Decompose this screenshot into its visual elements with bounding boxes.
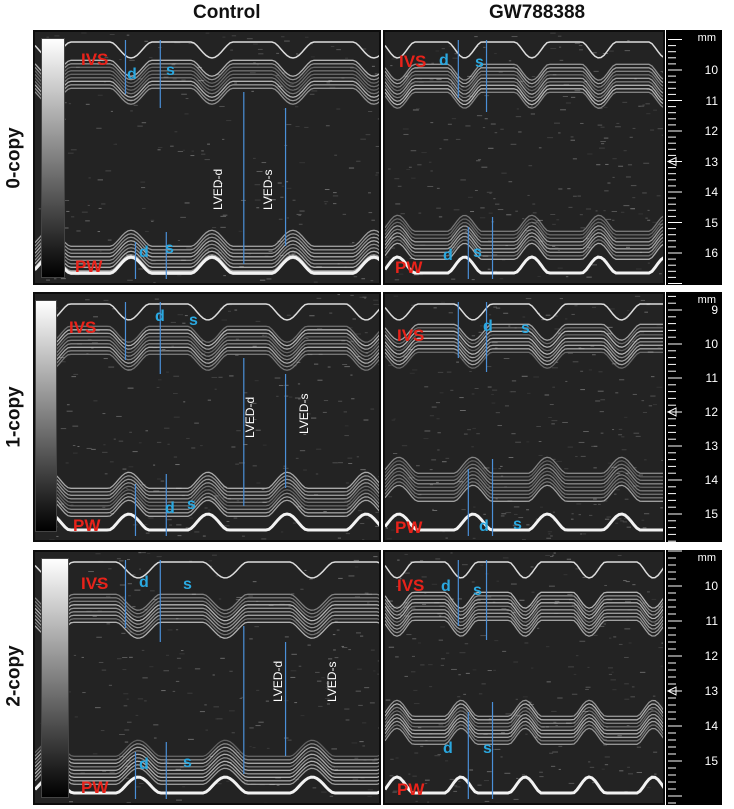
scale-tick-label: 14 xyxy=(704,719,718,733)
systole-label: s xyxy=(189,312,198,329)
scale-tick-label: 12 xyxy=(704,649,718,663)
row-label-0-copy: 0-copy xyxy=(0,30,30,285)
pw-label: PW xyxy=(81,778,109,797)
scale-unit: mm xyxy=(697,552,716,564)
scale-tick-label: 12 xyxy=(704,405,718,419)
depth-scale: mm 10 11 12 13 14 15 xyxy=(666,550,722,805)
systole-label: s xyxy=(187,496,196,513)
diastole-label: d xyxy=(139,574,149,591)
diastole-label: d xyxy=(441,578,451,595)
ruler-ticks xyxy=(666,39,682,284)
mmode-trace xyxy=(35,552,379,803)
lved-d-label: LVED-d xyxy=(243,396,257,438)
ruler-ticks xyxy=(666,295,682,542)
mmode-trace xyxy=(385,552,663,803)
scale-tick-label: 10 xyxy=(704,63,718,77)
ivs-label: IVS xyxy=(397,576,425,595)
systole-label: s xyxy=(513,516,522,533)
row-label-text: 0-copy xyxy=(4,126,25,189)
lved-d-label: LVED-d xyxy=(271,660,285,702)
scale-tick-label: 11 xyxy=(705,371,718,385)
lved-s-label: LVED-s xyxy=(325,661,339,702)
scale-unit: mm xyxy=(697,294,716,306)
row-label-2-copy: 2-copy xyxy=(0,548,30,803)
diastole-label: d xyxy=(443,247,453,264)
row-label-text: 2-copy xyxy=(4,644,25,707)
diastole-label: d xyxy=(139,756,149,773)
mmode-panel-control-1: IVS PW d s d s LVED-d LVED-s xyxy=(33,292,381,542)
mmode-panel-treated-0: IVS PW d s d s xyxy=(383,30,665,285)
scale-tick-label: 9 xyxy=(711,303,718,317)
depth-scale: mm 10 11 12 13 14 15 16 xyxy=(666,30,722,285)
scale-unit: mm xyxy=(697,32,716,44)
column-title-control: Control xyxy=(193,2,261,23)
mmode-panel-control-0: IVS PW d s d s LVED-d LVED-s xyxy=(33,30,381,285)
systole-label: s xyxy=(183,754,192,771)
scale-tick-label: 15 xyxy=(704,754,718,768)
scale-tick-label: 14 xyxy=(704,185,718,199)
mmode-trace xyxy=(385,294,663,540)
pw-label: PW xyxy=(395,518,423,537)
scale-tick-label: 13 xyxy=(704,684,718,698)
systole-label: s xyxy=(475,54,484,71)
systole-label: s xyxy=(473,582,482,599)
scale-tick-label: 13 xyxy=(704,154,718,169)
scale-tick-label: 13 xyxy=(704,439,718,453)
mmode-panel-treated-1: IVS PW d s d s xyxy=(383,292,665,542)
focus-marker-icon xyxy=(666,407,677,417)
systole-label: s xyxy=(183,576,192,593)
systole-label: s xyxy=(166,62,175,79)
lved-s-label: LVED-s xyxy=(261,169,275,210)
mmode-trace xyxy=(35,32,379,283)
diastole-label: d xyxy=(155,308,165,325)
ruler-ticks xyxy=(666,550,682,804)
mmode-panel-control-2: IVS PW d s d s LVED-d LVED-s xyxy=(33,550,381,805)
row-label-text: 1-copy xyxy=(4,386,25,448)
scale-tick-label: 15 xyxy=(704,215,718,230)
grayscale-bar xyxy=(41,558,69,798)
mmode-trace xyxy=(385,32,663,283)
pw-label: PW xyxy=(73,516,101,535)
scale-tick-label: 12 xyxy=(704,124,718,138)
diastole-label: d xyxy=(443,740,453,757)
scale-tick-label: 14 xyxy=(704,473,718,487)
mmode-panel-treated-2: IVS PW d s d s xyxy=(383,550,665,805)
mmode-trace xyxy=(35,294,379,540)
column-title-gw788388: GW788388 xyxy=(489,2,586,23)
ivs-label: IVS xyxy=(397,326,425,345)
diastole-label: d xyxy=(439,52,449,69)
focus-marker-icon xyxy=(666,156,677,167)
systole-label: s xyxy=(521,320,530,337)
diastole-label: d xyxy=(479,518,489,535)
diastole-label: d xyxy=(483,318,493,335)
systole-label: s xyxy=(483,740,492,757)
ivs-label: IVS xyxy=(399,52,427,71)
scale-tick-label: 11 xyxy=(705,93,718,108)
pw-label: PW xyxy=(395,258,423,277)
scale-tick-label: 15 xyxy=(704,507,718,521)
diastole-label: d xyxy=(165,500,175,517)
scale-tick-label: 10 xyxy=(704,337,718,351)
ivs-label: IVS xyxy=(81,50,109,69)
ivs-label: IVS xyxy=(81,574,109,593)
systole-label: s xyxy=(473,244,482,261)
scale-tick-label: 11 xyxy=(705,614,718,628)
depth-scale: mm 9 10 11 12 13 14 15 xyxy=(666,292,722,542)
diastole-label: d xyxy=(139,244,149,261)
row-label-1-copy: 1-copy xyxy=(0,292,30,542)
pw-label: PW xyxy=(397,780,425,799)
ivs-label: IVS xyxy=(69,318,97,337)
focus-marker-icon xyxy=(666,686,677,696)
scale-tick-label: 16 xyxy=(704,246,718,260)
scale-tick-label: 10 xyxy=(704,579,718,593)
systole-label: s xyxy=(165,240,174,257)
lved-s-label: LVED-s xyxy=(297,393,311,434)
grayscale-bar xyxy=(41,38,65,278)
lved-d-label: LVED-d xyxy=(211,168,225,210)
diastole-label: d xyxy=(127,66,137,83)
pw-label: PW xyxy=(75,257,103,276)
grayscale-bar xyxy=(35,300,57,532)
